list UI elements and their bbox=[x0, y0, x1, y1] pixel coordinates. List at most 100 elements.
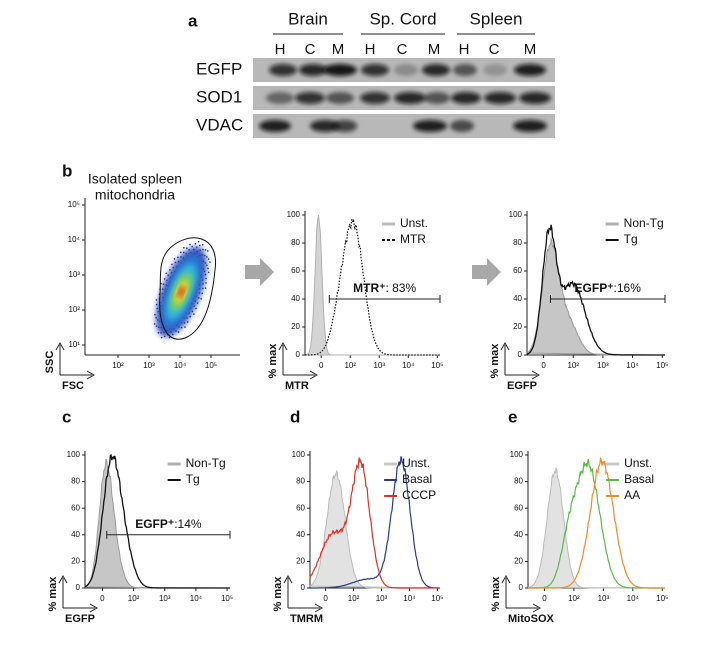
x-tick-label: 10⁴ bbox=[190, 594, 203, 603]
y-tick-label: 80 bbox=[296, 477, 305, 486]
event bbox=[197, 240, 200, 243]
x-tick-label: 0 bbox=[323, 594, 328, 603]
lane-label: M bbox=[332, 41, 345, 58]
y-tick-label: 40 bbox=[296, 530, 305, 539]
lane-label: C bbox=[489, 41, 500, 58]
x-tick-label: 10³ bbox=[143, 361, 155, 370]
flow-arrow bbox=[245, 258, 274, 286]
arrow-head bbox=[501, 574, 542, 613]
event bbox=[157, 332, 160, 334]
arrow-head bbox=[58, 574, 99, 613]
event bbox=[189, 243, 191, 246]
event bbox=[206, 264, 208, 267]
band bbox=[519, 92, 551, 104]
event bbox=[183, 246, 185, 249]
density-level bbox=[177, 286, 185, 298]
lane-label: H bbox=[365, 41, 376, 58]
y-tick-label: 100 bbox=[287, 210, 301, 219]
panel-label: c bbox=[62, 407, 71, 426]
legend-label: Unst. bbox=[400, 216, 428, 230]
event bbox=[207, 258, 210, 260]
caption: Isolated spleen bbox=[88, 171, 182, 187]
y-tick-label: 40 bbox=[514, 530, 523, 539]
legend-label: Non-Tg bbox=[186, 456, 226, 470]
band bbox=[413, 120, 447, 132]
event bbox=[155, 299, 158, 301]
y-tick-label: 20 bbox=[296, 557, 305, 566]
event bbox=[194, 243, 197, 245]
legend-label: Basal bbox=[402, 472, 432, 486]
histogram-curve bbox=[309, 457, 440, 589]
event bbox=[207, 271, 210, 274]
band bbox=[295, 92, 325, 104]
y-tick-label: 100 bbox=[292, 450, 306, 459]
event bbox=[163, 278, 166, 280]
gate-label: EGFP⁺:16% bbox=[575, 281, 642, 295]
gate-name: MTR⁺ bbox=[353, 281, 385, 295]
arrow-head bbox=[500, 341, 541, 380]
event bbox=[206, 256, 208, 258]
legend-label: MTR bbox=[400, 232, 426, 246]
axis-label: MitoSOX bbox=[508, 613, 554, 625]
histogram-curve bbox=[525, 236, 666, 356]
event bbox=[179, 251, 182, 254]
y-tick-label: 20 bbox=[513, 322, 522, 331]
y-tick-label: 10² bbox=[68, 305, 80, 314]
event bbox=[184, 326, 186, 328]
x-tick-label: 10² bbox=[344, 361, 356, 370]
event bbox=[171, 263, 173, 266]
gate bbox=[159, 237, 216, 340]
legend-label: Unst. bbox=[624, 456, 652, 470]
y-tick-label: 10⁴ bbox=[68, 235, 81, 244]
lane-label: H bbox=[459, 41, 470, 58]
legend-label: Non-Tg bbox=[624, 216, 664, 230]
x-tick-label: 10⁵ bbox=[431, 594, 443, 603]
caption: mitochondria bbox=[95, 187, 175, 203]
axis-label: MTR bbox=[285, 380, 309, 392]
density bbox=[153, 240, 211, 339]
y-tick-label: 0 bbox=[296, 350, 301, 359]
x-tick-label: 10³ bbox=[373, 361, 385, 370]
lane-label: M bbox=[524, 41, 537, 58]
band bbox=[514, 64, 546, 76]
row-label: EGFP bbox=[196, 59, 242, 78]
x-tick-label: 10⁵ bbox=[221, 594, 233, 603]
legend-label: Tg bbox=[186, 472, 200, 486]
event bbox=[201, 292, 204, 295]
event bbox=[207, 250, 209, 252]
y-tick-label: 20 bbox=[514, 557, 523, 566]
x-tick-label: 10⁴ bbox=[403, 594, 416, 603]
band bbox=[450, 120, 474, 132]
x-tick-label: 10⁵ bbox=[205, 361, 217, 370]
gate-value: :16% bbox=[614, 281, 642, 295]
axis-label: % max bbox=[267, 343, 279, 379]
y-tick-label: 100 bbox=[510, 450, 524, 459]
event bbox=[204, 287, 207, 289]
y-tick-label: 80 bbox=[513, 238, 522, 247]
gate-value: : 83% bbox=[385, 281, 416, 295]
band bbox=[453, 64, 477, 76]
event bbox=[201, 243, 204, 246]
axis-label: EGFP bbox=[507, 380, 537, 392]
event bbox=[207, 267, 209, 270]
y-tick-label: 40 bbox=[71, 530, 80, 539]
band bbox=[323, 64, 357, 76]
x-tick-label: 10² bbox=[112, 361, 124, 370]
band bbox=[394, 64, 418, 76]
gate-value: :14% bbox=[174, 517, 202, 531]
histogram-curve bbox=[84, 453, 230, 589]
x-tick-label: 10² bbox=[567, 361, 579, 370]
event bbox=[154, 313, 156, 316]
gate-label: EGFP⁺:14% bbox=[135, 517, 202, 531]
band bbox=[269, 64, 297, 76]
blots bbox=[253, 58, 555, 138]
y-tick-label: 0 bbox=[519, 583, 524, 592]
y-tick-label: 10³ bbox=[68, 270, 80, 279]
event bbox=[205, 277, 207, 280]
arrow-head bbox=[55, 341, 96, 380]
lane-label: C bbox=[305, 41, 316, 58]
band bbox=[451, 92, 481, 104]
x-tick-label: 0 bbox=[319, 361, 324, 370]
group-label: Spleen bbox=[470, 9, 523, 28]
x-tick-label: 10⁵ bbox=[431, 361, 443, 370]
